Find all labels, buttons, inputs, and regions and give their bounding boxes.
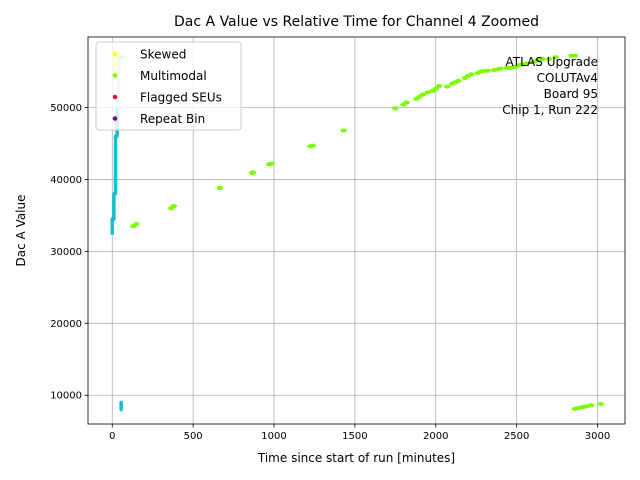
x-tick-label: 2000 [423, 431, 448, 442]
annotation-block: ATLAS Upgrade COLUTAv4 Board 95 Chip 1, … [502, 55, 598, 117]
data-point [309, 143, 317, 148]
data-point [432, 86, 439, 91]
data-point [249, 170, 257, 175]
y-tick-label: 20000 [50, 319, 82, 330]
chart-title: Dac A Value vs Relative Time for Channel… [174, 14, 539, 30]
x-tick-label: 1000 [261, 431, 286, 442]
data-point [216, 186, 224, 191]
ticks: 0 500 1000 1500 2000 2500 3000 10000 20000 30000 4… [50, 103, 610, 442]
data-point [419, 92, 427, 97]
legend-label: Skewed [140, 48, 186, 62]
x-tick-label: 1500 [342, 431, 367, 442]
data-point [468, 72, 475, 77]
data-point [523, 61, 530, 66]
y-tick-label: 40000 [50, 175, 82, 186]
data-point [268, 161, 275, 166]
annotation-line: Board 95 [544, 87, 598, 101]
data-point [545, 57, 553, 62]
annotation-line: Chip 1, Run 222 [502, 103, 598, 117]
data-point [455, 78, 462, 83]
y-tick-label: 10000 [50, 391, 82, 402]
legend-label: Multimodal [140, 69, 207, 83]
legend-marker [112, 51, 118, 57]
annotation-line: COLUTAv4 [537, 71, 598, 85]
legend-marker [112, 94, 118, 100]
legend-label: Flagged SEUs [140, 91, 222, 105]
data-point [552, 55, 559, 60]
legend: Skewed Multimodal Flagged SEUs Repeat Bin [95, 41, 242, 131]
y-tick-label: 50000 [50, 103, 82, 114]
x-tick-label: 500 [184, 431, 203, 442]
data-point [443, 84, 451, 89]
data-point [435, 83, 443, 88]
data-point [587, 403, 595, 408]
legend-marker [112, 116, 118, 121]
x-tick-label: 3000 [585, 431, 610, 442]
x-tick-label: 0 [109, 431, 115, 442]
data-point [170, 204, 177, 209]
data-point [597, 401, 604, 406]
x-tick-label: 2500 [504, 431, 529, 442]
legend-marker [112, 73, 118, 78]
data-point [340, 128, 347, 133]
data-point [497, 66, 504, 71]
data-point [133, 222, 140, 227]
data-point [424, 90, 431, 95]
legend-label: Repeat Bin [140, 112, 205, 126]
data-point [571, 53, 579, 58]
x-axis-label: Time since start of run [minutes] [257, 451, 455, 465]
data-point [484, 68, 491, 73]
data-point [539, 57, 546, 62]
y-axis-label: Dac A Value [14, 195, 28, 267]
legend-box [95, 41, 242, 131]
data-point [403, 100, 410, 105]
data-point [392, 106, 399, 111]
annotation-line: ATLAS Upgrade [505, 55, 598, 69]
plot-frame [87, 36, 626, 425]
y-tick-label: 30000 [50, 247, 82, 258]
